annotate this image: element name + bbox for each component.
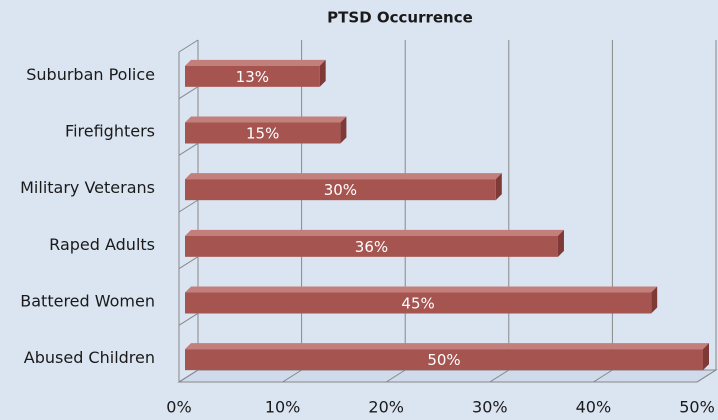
bar-side bbox=[495, 173, 502, 201]
y-tick-label: Raped Adults bbox=[49, 235, 155, 254]
bar-top bbox=[185, 59, 326, 66]
bar-top bbox=[185, 229, 564, 236]
bar-side bbox=[340, 116, 347, 144]
tick-mark bbox=[489, 369, 510, 383]
bar bbox=[185, 122, 341, 144]
bar-side bbox=[703, 343, 709, 371]
x-tick-label: 10% bbox=[265, 398, 301, 417]
bar-top bbox=[185, 343, 709, 350]
x-tick-label: 20% bbox=[368, 398, 404, 417]
tick-mark bbox=[282, 369, 302, 383]
floor bbox=[177, 369, 718, 383]
chart-title: PTSD Occurrence bbox=[327, 9, 473, 27]
y-tick-mark bbox=[178, 199, 199, 213]
bar-top bbox=[185, 286, 658, 293]
x-tick-label: 30% bbox=[472, 398, 508, 417]
y-tick-label: Suburban Police bbox=[26, 65, 155, 84]
y-tick-label: Military Veterans bbox=[20, 178, 155, 197]
value-label: 13% bbox=[236, 68, 269, 86]
y-tick-mark bbox=[178, 369, 199, 383]
y-tick-label: Firefighters bbox=[65, 122, 155, 141]
x-tick-label: 50% bbox=[679, 398, 715, 417]
y-tick-label: Battered Women bbox=[20, 292, 155, 311]
bar-side bbox=[651, 286, 658, 314]
bar bbox=[185, 235, 558, 257]
y-tick-mark bbox=[178, 256, 199, 270]
bar-top bbox=[185, 116, 347, 123]
y-tick-label: Abused Children bbox=[24, 348, 155, 367]
bar-side bbox=[557, 229, 564, 257]
tick-mark bbox=[385, 369, 406, 383]
bar bbox=[185, 349, 703, 371]
value-label: 30% bbox=[324, 181, 357, 199]
value-label: 50% bbox=[427, 351, 460, 369]
bar-side bbox=[319, 59, 326, 87]
tick-mark bbox=[696, 369, 717, 383]
tick-mark bbox=[593, 369, 613, 383]
bar bbox=[185, 179, 496, 201]
bar-top bbox=[185, 173, 502, 180]
y-tick-mark bbox=[178, 142, 199, 156]
y-tick-mark bbox=[178, 312, 199, 326]
y-tick-mark bbox=[178, 86, 199, 100]
axis-top bbox=[178, 39, 199, 53]
bar bbox=[185, 292, 652, 314]
value-label: 15% bbox=[246, 125, 279, 143]
value-label: 45% bbox=[401, 295, 434, 313]
value-label: 36% bbox=[355, 238, 388, 256]
x-tick-label: 40% bbox=[576, 398, 612, 417]
x-tick-label: 0% bbox=[166, 398, 191, 417]
bar bbox=[185, 65, 320, 87]
